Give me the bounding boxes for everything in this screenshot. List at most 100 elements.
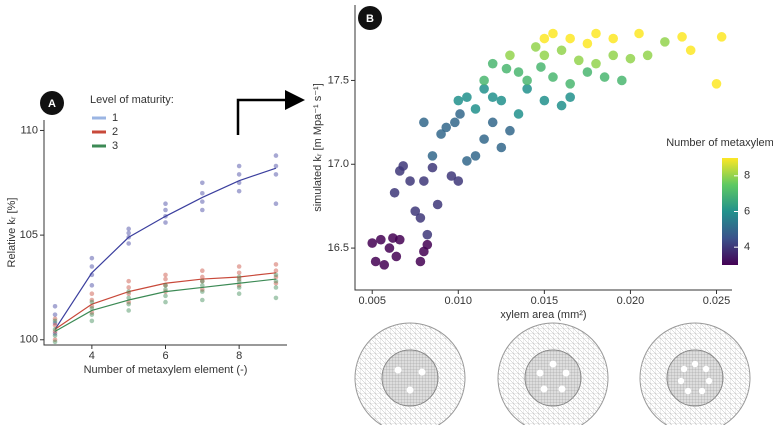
- point: [453, 95, 464, 106]
- point: [422, 239, 433, 250]
- point: [427, 151, 438, 161]
- y-tick-label: 17.5: [328, 74, 349, 86]
- point: [462, 92, 472, 103]
- point: [522, 75, 532, 86]
- point: [599, 72, 610, 82]
- point: [608, 33, 619, 44]
- cross-sections: [354, 322, 751, 425]
- point: [427, 162, 438, 173]
- point: [539, 50, 550, 61]
- point: [273, 272, 279, 278]
- point: [479, 75, 489, 86]
- point: [711, 78, 722, 89]
- point: [273, 278, 279, 284]
- x-tick-label: 0.005: [358, 295, 386, 307]
- point: [556, 45, 567, 56]
- point: [642, 50, 653, 61]
- point: [573, 55, 584, 66]
- point: [89, 264, 95, 269]
- point: [539, 33, 550, 44]
- point: [625, 53, 636, 64]
- point: [236, 163, 242, 169]
- x-tick-label: 4: [89, 350, 95, 362]
- point: [677, 32, 687, 42]
- x-tick-label: 0.025: [703, 295, 731, 307]
- point: [52, 312, 58, 317]
- arrow: [236, 90, 305, 135]
- point: [273, 153, 279, 158]
- y-tick-label: 110: [20, 124, 38, 136]
- point: [685, 45, 696, 56]
- point: [591, 58, 601, 69]
- point: [163, 272, 168, 278]
- point: [389, 187, 400, 198]
- point: [582, 67, 593, 77]
- colorbar-tick-label: 4: [744, 241, 750, 253]
- point: [370, 256, 381, 267]
- y-axis-label: Relative kᵣ [%]: [6, 198, 18, 268]
- point: [126, 301, 131, 307]
- point: [391, 251, 402, 262]
- point: [470, 104, 481, 114]
- legend-label: 2: [112, 126, 118, 138]
- point: [367, 238, 378, 248]
- x-axis-label: xylem area (mm²): [500, 309, 586, 321]
- point: [487, 58, 498, 69]
- point: [273, 172, 279, 177]
- point: [565, 78, 575, 89]
- point: [548, 72, 558, 82]
- point: [530, 42, 541, 52]
- point: [496, 142, 507, 153]
- fit-line: [54, 272, 277, 330]
- point: [384, 243, 395, 253]
- point: [236, 274, 242, 280]
- x-tick-label: 6: [162, 350, 168, 362]
- point: [273, 295, 279, 301]
- point: [200, 190, 205, 196]
- point: [548, 28, 558, 39]
- point: [415, 213, 426, 223]
- point: [236, 291, 242, 297]
- point: [273, 201, 279, 207]
- point: [522, 84, 532, 94]
- point: [273, 274, 279, 280]
- point: [200, 287, 205, 292]
- panel-label: B: [366, 13, 374, 25]
- point: [163, 201, 168, 207]
- axis-line: [354, 5, 732, 291]
- point: [236, 172, 242, 177]
- point: [505, 125, 515, 136]
- x-tick-label: 0.020: [617, 295, 645, 307]
- point: [236, 283, 242, 288]
- point: [479, 134, 489, 144]
- x-axis-label: Number of metaxylem element (-): [84, 364, 248, 376]
- point: [405, 176, 415, 186]
- point: [591, 28, 601, 39]
- point: [52, 320, 58, 326]
- point: [126, 285, 131, 290]
- point: [126, 230, 131, 236]
- point: [89, 312, 95, 317]
- point: [487, 92, 498, 103]
- point: [200, 180, 205, 186]
- point: [200, 297, 205, 303]
- point: [126, 241, 131, 246]
- point: [496, 95, 507, 106]
- point: [126, 289, 131, 294]
- point: [236, 188, 242, 194]
- point: [89, 299, 95, 305]
- point: [236, 276, 242, 282]
- y-tick-label: 100: [20, 334, 38, 346]
- point: [565, 33, 575, 44]
- point: [536, 62, 546, 72]
- point: [462, 156, 472, 166]
- point: [513, 67, 524, 77]
- x-tick-label: 0.010: [445, 295, 473, 307]
- panel-label: A: [48, 98, 56, 110]
- point: [126, 278, 131, 284]
- point: [52, 322, 58, 328]
- point: [556, 100, 567, 111]
- fit-line: [54, 167, 277, 330]
- point: [660, 37, 670, 47]
- point: [446, 171, 457, 181]
